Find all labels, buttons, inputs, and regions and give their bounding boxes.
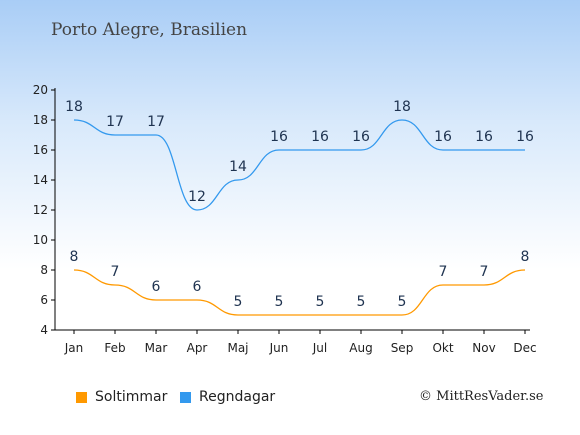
legend-swatch-sun [76,391,87,403]
y-tick-label: 16 [33,143,48,157]
y-tick-label: 8 [40,263,48,277]
data-label-sun: 5 [357,294,366,310]
data-label-rain: 16 [270,129,288,145]
data-label-rain: 16 [352,129,370,145]
series-line-rain [73,119,525,211]
legend-label-rain: Regndagar [199,389,276,405]
data-label-sun: 5 [398,294,407,310]
y-tick-label: 14 [33,173,48,187]
data-label-rain: 14 [229,159,247,175]
data-label-rain: 12 [188,189,206,205]
legend-item-rain: Regndagar [180,389,275,405]
y-tick-label: 6 [40,293,48,307]
x-tick-label: Jul [312,341,327,355]
data-label-sun: 8 [521,249,530,265]
y-tick-label: 12 [33,203,48,217]
data-label-sun: 5 [275,294,284,310]
data-label-sun: 6 [193,279,202,295]
x-tick-label: Aug [349,341,372,355]
x-tick-label: Mar [145,341,168,355]
data-label-rain: 16 [434,129,452,145]
data-label-rain: 16 [475,129,493,145]
data-label-rain: 18 [65,99,83,115]
chart-title: Porto Alegre, Brasilien [51,20,248,40]
x-tick-label: Sep [391,341,414,355]
data-label-rain: 17 [106,114,124,130]
x-tick-label: Maj [227,341,248,355]
x-tick-label: Nov [472,341,495,355]
x-tick-label: Apr [187,341,208,355]
x-tick-label: Dec [513,341,536,355]
data-label-sun: 5 [234,294,243,310]
data-label-rain: 17 [147,114,165,130]
legend-item-sun: Soltimmar [76,389,167,405]
y-tick-label: 4 [40,323,48,337]
data-label-rain: 18 [393,99,411,115]
legend-label-sun: Soltimmar [95,389,168,405]
y-tick-label: 18 [33,113,48,127]
data-label-sun: 5 [316,294,325,310]
data-label-rain: 16 [516,129,534,145]
data-label-sun: 7 [111,264,120,280]
data-label-rain: 16 [311,129,329,145]
series-line-sun [73,269,526,316]
data-label-sun: 8 [70,249,79,265]
x-tick-label: Feb [104,341,125,355]
data-label-sun: 6 [152,279,161,295]
y-tick-label: 20 [33,83,48,97]
x-tick-label: Jun [269,341,289,355]
y-tick-label: 10 [33,233,48,247]
x-tick-label: Okt [432,341,453,355]
x-tick-label: Jan [64,341,84,355]
data-label-sun: 7 [439,264,448,280]
credit-text: © MittResVader.se [419,389,544,404]
legend-swatch-rain [180,391,191,403]
data-label-sun: 7 [480,264,489,280]
